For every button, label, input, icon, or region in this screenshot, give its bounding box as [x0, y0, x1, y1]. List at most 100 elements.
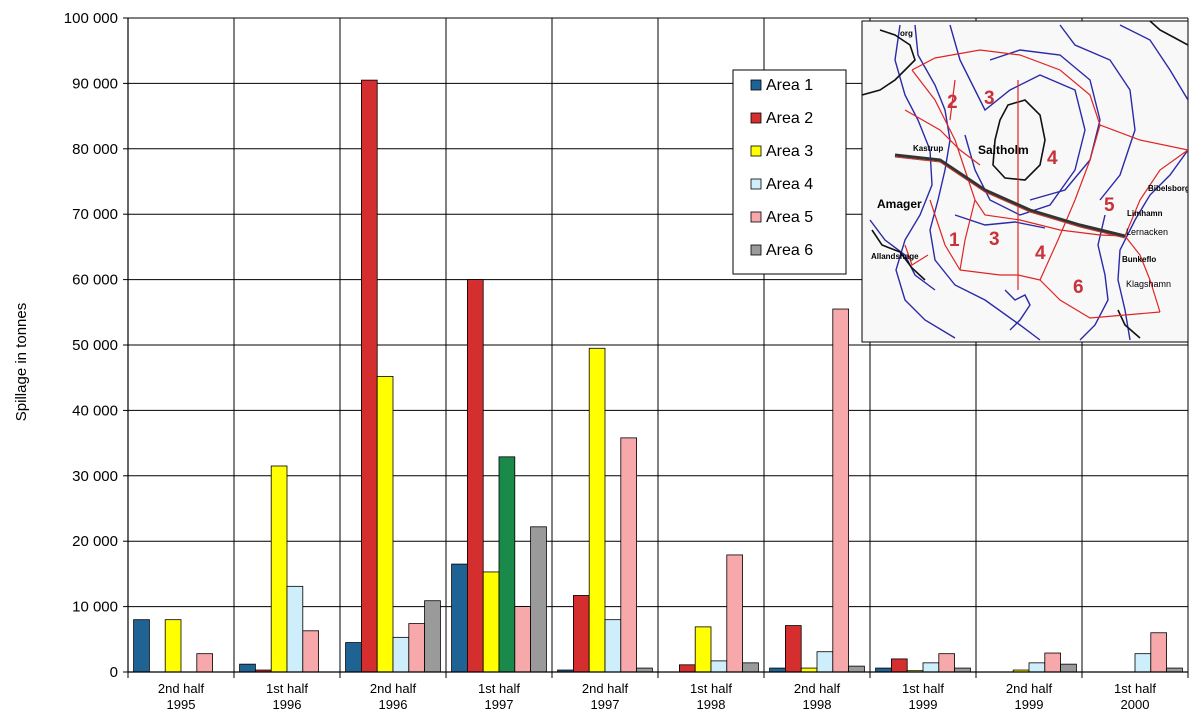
legend-label: Area 6: [766, 242, 813, 259]
y-tick-label: 30 000: [72, 468, 118, 485]
y-axis-title: Spillage in tonnes: [13, 303, 30, 421]
legend-swatch: [750, 145, 762, 157]
bar-area-5: [726, 554, 743, 673]
tick-labels: 0 10 000 20 000 30 000 40 000 50 000 60 000 70 …: [64, 10, 1157, 712]
map-label-dragor: Allandshage: [871, 252, 919, 261]
legend-label: Area 4: [766, 176, 813, 193]
zone-label-3-south: 3: [989, 229, 1000, 250]
zone-label-5: 5: [1104, 195, 1115, 216]
bar-area-3: [694, 626, 712, 673]
x-tick-label: 1st half: [1114, 681, 1156, 696]
bar-area-2: [573, 595, 590, 673]
map-label-north-town: org: [900, 29, 913, 38]
bar-area-1: [239, 663, 256, 673]
bar-area-5: [620, 437, 637, 673]
bridge-line: [894, 153, 1126, 238]
bar-area-1: [345, 642, 362, 673]
x-tick-label-year: 1997: [485, 697, 514, 712]
depth-contours: [869, 24, 1188, 341]
bar-area-5: [514, 606, 531, 673]
y-tick-label: 50 000: [72, 337, 118, 354]
bar-area-3: [482, 571, 500, 673]
y-tick-label: 10 000: [72, 599, 118, 616]
bar-area-5: [408, 623, 425, 673]
zone-boundaries: [904, 49, 1188, 319]
x-tick-label: 1st half: [902, 681, 944, 696]
y-tick-label: 80 000: [72, 141, 118, 158]
bar-area-5: [938, 653, 955, 673]
bar-area-5: [832, 308, 849, 673]
bar-area-3: [270, 465, 288, 673]
bar-area-4: [710, 660, 728, 673]
bar-area-5: [196, 653, 214, 673]
bar-area-2: [466, 279, 484, 673]
x-tick-label-year: 1996: [379, 697, 408, 712]
x-tick-label-year: 1998: [803, 697, 832, 712]
legend-box: [732, 69, 847, 275]
bar-area-6: [1060, 663, 1077, 673]
x-tick-label-year: 2000: [1121, 697, 1150, 712]
zone-label-1: 1: [949, 230, 960, 251]
bar-area-5: [302, 630, 319, 673]
bar-area-3: [164, 619, 182, 673]
map-inset: org Kastrup Saltholm Amager Allandshage …: [861, 20, 1190, 343]
bar-area-6: [424, 600, 441, 673]
bar-area-4: [922, 662, 940, 673]
y-tick-label: 0: [110, 664, 118, 681]
x-tick-label-year: 1995: [167, 697, 196, 712]
legend: Area 1 Area 2 Area 3 Area 4 Area 5 Area 6: [732, 69, 847, 275]
map-label-bunkeflo: Bunkeflo: [1122, 255, 1156, 264]
bar-area-4: [498, 456, 516, 673]
bar-area-2: [360, 79, 378, 673]
x-tick-label-year: 1999: [1015, 697, 1044, 712]
bar-area-3: [588, 347, 606, 673]
map-label-saltholm: Saltholm: [978, 143, 1029, 157]
map-frame: [861, 20, 1189, 343]
zone-label-3-north: 3: [984, 88, 995, 109]
y-tick-label: 20 000: [72, 533, 118, 550]
map-label-bibelsborg: Bibelsborg: [1148, 184, 1190, 193]
map-label-klagshamn: Klagshamn: [1126, 279, 1171, 289]
y-tick-label: 70 000: [72, 206, 118, 223]
x-tick-label-year: 1997: [591, 697, 620, 712]
bar-area-2: [891, 658, 908, 673]
axes: [123, 17, 1189, 678]
bar-area-2: [785, 625, 802, 673]
bar-area-4: [604, 619, 622, 673]
map-label-lernacken: Lernacken: [1126, 227, 1168, 237]
y-tick-label: 90 000: [72, 75, 118, 92]
bar-area-6: [530, 526, 547, 673]
bar-area-4: [1134, 653, 1152, 673]
legend-swatch: [750, 112, 762, 124]
legend-swatch: [750, 178, 762, 190]
legend-swatch: [750, 211, 762, 223]
bar-area-6: [742, 662, 759, 673]
x-tick-label: 2nd half: [158, 681, 205, 696]
zone-label-6: 6: [1073, 277, 1084, 298]
y-tick-label: 100 000: [64, 10, 118, 27]
zone-label-4-north: 4: [1047, 148, 1058, 169]
legend-label: Area 2: [766, 110, 813, 127]
bar-area-1: [133, 619, 150, 673]
map-label-kastrup: Kastrup: [913, 144, 943, 153]
bar-area-4: [392, 636, 410, 673]
bar-area-6: [848, 665, 865, 673]
bar-area-5: [1044, 652, 1062, 673]
legend-swatch: [750, 79, 762, 91]
y-tick-label: 40 000: [72, 402, 118, 419]
x-tick-label: 2nd half: [370, 681, 417, 696]
x-tick-label: 1st half: [266, 681, 308, 696]
zone-label-2: 2: [947, 92, 958, 113]
x-tick-label: 1st half: [478, 681, 520, 696]
bar-area-4: [1028, 662, 1046, 673]
legend-swatch: [750, 244, 762, 256]
bar-area-4: [816, 651, 834, 673]
map-label-amager: Amager: [877, 197, 922, 211]
legend-label: Area 3: [766, 143, 813, 160]
x-tick-label: 1st half: [690, 681, 732, 696]
x-tick-label-year: 1996: [273, 697, 302, 712]
x-tick-label: 2nd half: [1006, 681, 1053, 696]
bar-area-3: [376, 375, 394, 673]
